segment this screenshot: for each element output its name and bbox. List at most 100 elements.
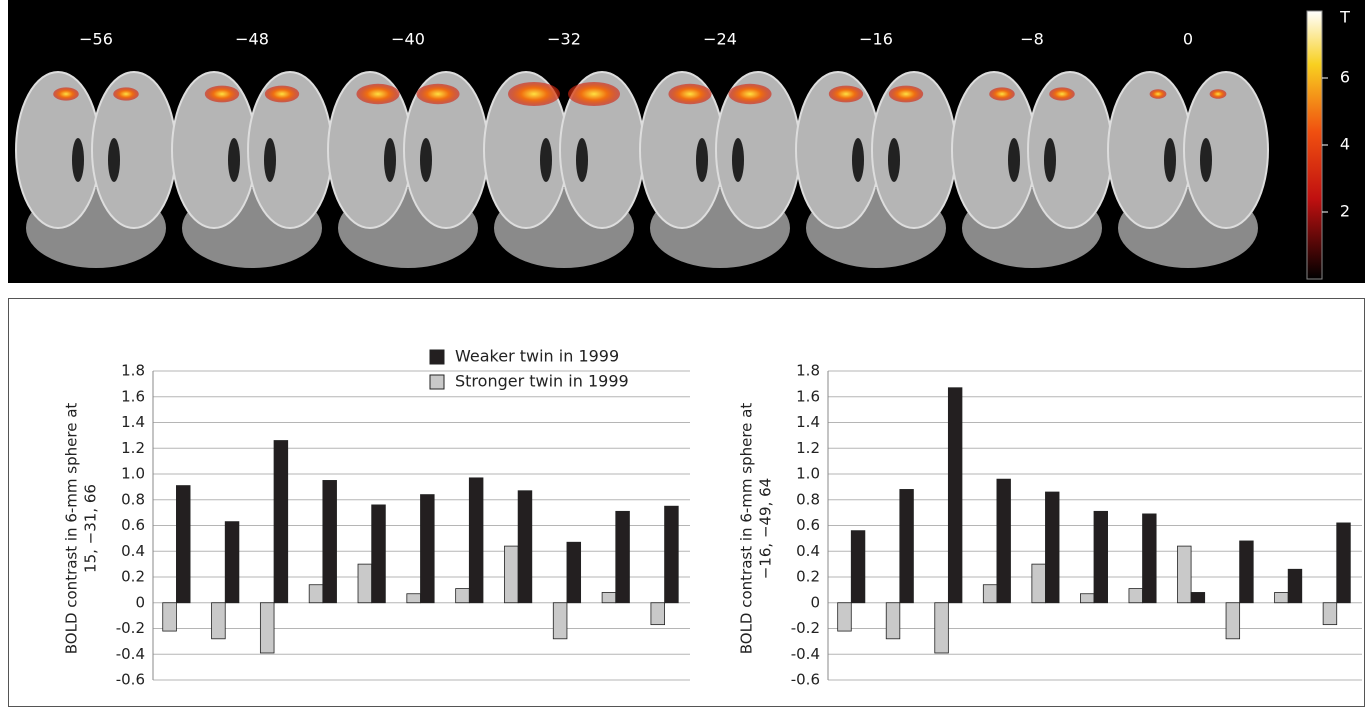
- bar: [947, 387, 963, 604]
- y-tick-label: 0.6: [796, 516, 820, 534]
- y-tick-label: 1.4: [121, 413, 145, 431]
- slice-label: −40: [391, 30, 425, 49]
- bar: [455, 588, 470, 604]
- y-tick-label: -0.6: [791, 671, 820, 689]
- ventricle: [1200, 138, 1212, 182]
- ventricle: [72, 138, 84, 182]
- bar: [357, 563, 373, 604]
- bar: [259, 602, 275, 654]
- y-tick-label: 1.6: [796, 387, 820, 405]
- bar: [420, 494, 435, 604]
- y-tick-label: 0.8: [121, 490, 145, 508]
- bar: [1336, 522, 1351, 604]
- activation: [568, 82, 620, 106]
- bar: [601, 592, 617, 604]
- slice-label: −24: [703, 30, 737, 49]
- activation: [989, 87, 1015, 101]
- ventricle: [264, 138, 276, 182]
- bar: [1322, 602, 1338, 626]
- legend-label: Weaker twin in 1999: [455, 347, 619, 366]
- y-tick-label: -0.4: [116, 645, 145, 663]
- bar: [650, 602, 665, 626]
- activation: [668, 83, 712, 105]
- slice-label: −16: [859, 30, 893, 49]
- ventricle: [888, 138, 900, 182]
- y-tick-label: 1.8: [796, 362, 820, 380]
- slice-label: −32: [547, 30, 581, 49]
- y-tick-label: 0.8: [796, 490, 820, 508]
- activation: [1049, 87, 1075, 101]
- bar: [934, 602, 949, 654]
- y-tick-label: 1.0: [796, 465, 820, 483]
- activation: [828, 85, 864, 103]
- bar: [273, 440, 289, 604]
- activation: [508, 82, 560, 106]
- ventricle: [576, 138, 588, 182]
- y-tick-label: 0.4: [796, 542, 820, 560]
- bar: [982, 584, 998, 604]
- bar: [308, 584, 324, 604]
- bar: [566, 541, 582, 604]
- ventricle: [420, 138, 432, 182]
- bar: [1190, 592, 1206, 604]
- y-tick-label: 0: [135, 593, 145, 611]
- y-tick-label: 1.0: [121, 465, 145, 483]
- bar: [1274, 592, 1289, 604]
- y-axis-label: 15, −31, 66: [82, 484, 100, 573]
- bar: [322, 480, 337, 604]
- bar: [996, 478, 1011, 604]
- colorbar-label: T: [1339, 8, 1350, 27]
- bar: [211, 602, 226, 640]
- bar: [664, 505, 679, 604]
- activation: [728, 83, 772, 105]
- activation: [113, 87, 139, 101]
- ventricle: [852, 138, 864, 182]
- y-tick-label: -0.6: [116, 671, 145, 689]
- activation: [204, 85, 240, 103]
- bar: [885, 602, 901, 640]
- ventricle: [696, 138, 708, 182]
- y-tick-label: 0.2: [121, 568, 145, 586]
- y-tick-label: 1.4: [796, 413, 820, 431]
- ventricle: [732, 138, 744, 182]
- y-tick-label: 0.6: [121, 516, 145, 534]
- slice-label: −8: [1020, 30, 1044, 49]
- bar: [1225, 602, 1241, 640]
- ventricle: [108, 138, 120, 182]
- colorbar-tick-label: 2: [1340, 202, 1350, 221]
- bar: [1287, 568, 1303, 604]
- bar: [468, 477, 484, 604]
- y-tick-label: 1.8: [121, 362, 145, 380]
- bar: [1142, 513, 1157, 604]
- y-tick-label: -0.2: [791, 619, 820, 637]
- bar: [162, 602, 177, 632]
- y-tick-label: 1.6: [121, 387, 145, 405]
- bar: [504, 545, 519, 604]
- bar: [517, 490, 533, 604]
- legend-swatch: [429, 374, 445, 390]
- bar: [899, 489, 914, 604]
- ventricle: [1044, 138, 1056, 182]
- activation: [264, 85, 300, 103]
- legend-swatch: [429, 349, 445, 365]
- y-tick-label: 1.2: [121, 439, 145, 457]
- activation: [416, 83, 460, 105]
- bar: [1045, 491, 1060, 604]
- y-tick-label: 0.2: [796, 568, 820, 586]
- activation: [356, 83, 400, 105]
- y-tick-label: 0.4: [121, 542, 145, 560]
- activation: [1209, 89, 1227, 99]
- y-tick-label: -0.4: [791, 645, 820, 663]
- bar: [371, 504, 386, 604]
- y-axis-label: −16, −49, 64: [757, 478, 775, 579]
- bar: [1128, 588, 1143, 604]
- ventricle: [540, 138, 552, 182]
- colorbar: [1306, 10, 1323, 280]
- bar: [1080, 593, 1095, 604]
- activation: [888, 85, 924, 103]
- bar: [1239, 540, 1254, 604]
- ventricle: [1164, 138, 1176, 182]
- chart-frame: [8, 298, 1365, 707]
